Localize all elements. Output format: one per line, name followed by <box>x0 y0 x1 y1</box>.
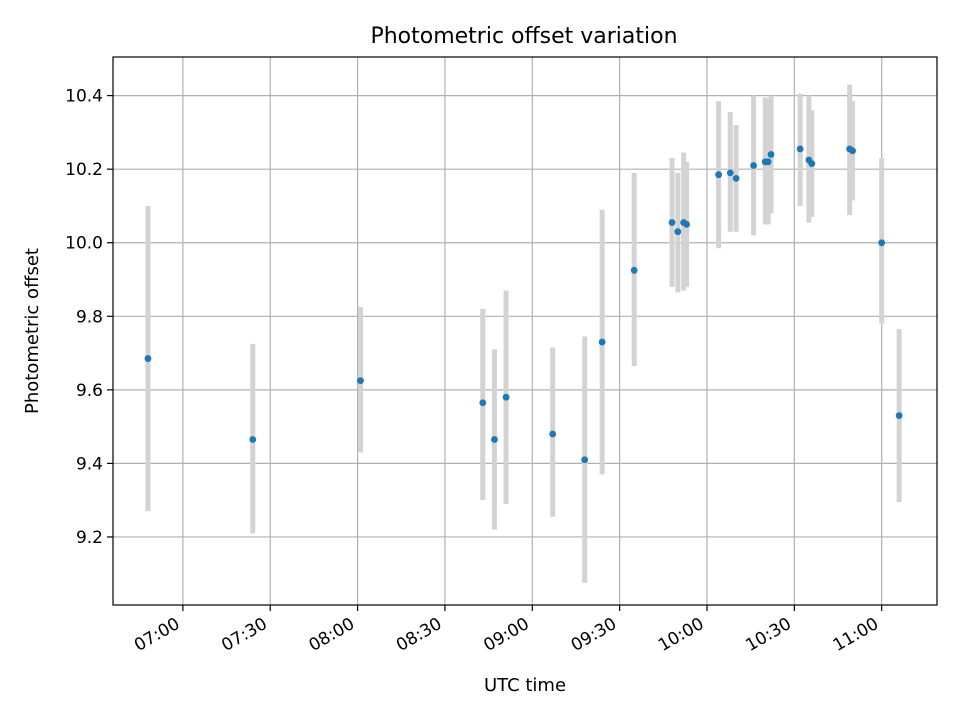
data-point <box>630 266 638 274</box>
data-point <box>895 412 903 419</box>
data-point <box>598 338 606 346</box>
x-axis: 07:00 07:30 08:00 08:30 09:00 09:30 10:00 10:30… <box>131 605 883 656</box>
y-axis: 9.2 9.4 9.6 9.8 10.0 10.2 10.4 <box>65 87 113 548</box>
data-point <box>796 145 804 153</box>
data-point <box>878 239 886 247</box>
y-tick-label: 9.6 <box>76 381 103 401</box>
data-point <box>502 393 510 401</box>
data-point <box>357 377 364 385</box>
x-tick-label: 07:30 <box>218 614 270 656</box>
data-point <box>750 162 757 169</box>
data-point <box>715 171 723 179</box>
y-tick-label: 10.0 <box>65 234 103 254</box>
errorbars <box>145 84 902 583</box>
plot-frame <box>112 56 938 606</box>
x-tick-label: 08:00 <box>306 614 358 656</box>
x-tick-label: 09:30 <box>568 614 620 656</box>
x-tick-label: 10:00 <box>655 614 707 656</box>
x-tick-label: 07:00 <box>131 614 183 656</box>
data-point <box>144 355 152 362</box>
data-point <box>668 219 676 226</box>
x-tick-label: 08:30 <box>393 614 445 656</box>
data-point <box>767 151 775 158</box>
x-tick-label: 09:00 <box>480 614 532 656</box>
data-point <box>808 160 816 168</box>
y-tick-label: 9.2 <box>76 528 103 548</box>
x-tick-label: 10:30 <box>742 614 794 656</box>
data-point <box>491 436 498 443</box>
y-tick-label: 10.2 <box>65 160 103 180</box>
data-point <box>849 147 856 155</box>
data-point <box>732 174 740 182</box>
data-point <box>683 220 690 228</box>
markers <box>144 145 903 464</box>
data-point <box>581 456 589 464</box>
data-point <box>479 399 487 407</box>
data-point <box>249 436 257 443</box>
data-point <box>764 158 772 166</box>
x-axis-label: UTC time <box>484 675 566 696</box>
y-tick-label: 9.4 <box>76 454 103 474</box>
chart-title: Photometric offset variation <box>370 24 677 49</box>
y-tick-label: 10.4 <box>65 87 103 107</box>
y-tick-label: 9.8 <box>76 307 103 327</box>
data-point <box>674 228 682 236</box>
x-tick-label: 11:00 <box>830 614 882 656</box>
data-point <box>726 169 734 177</box>
y-axis-label: Photometric offset <box>22 248 43 414</box>
data-point <box>549 430 557 438</box>
